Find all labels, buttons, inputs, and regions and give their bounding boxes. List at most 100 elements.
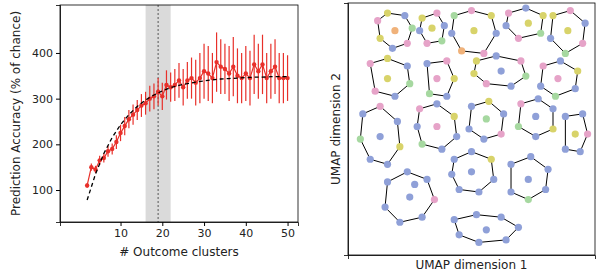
- marker: [223, 67, 227, 71]
- cluster: [357, 103, 404, 168]
- point: [384, 178, 391, 185]
- point: [483, 226, 490, 233]
- cluster-hull: [370, 58, 410, 96]
- marker: [252, 62, 256, 66]
- figure: 1020304050100200300400# Outcome clusters…: [0, 0, 600, 275]
- point: [411, 181, 418, 188]
- point: [562, 146, 569, 153]
- cluster: [374, 9, 416, 51]
- point: [458, 47, 465, 54]
- point: [535, 95, 542, 102]
- point: [488, 156, 495, 163]
- shaded-range: [146, 5, 171, 222]
- point: [372, 88, 379, 95]
- marker: [219, 64, 223, 68]
- point: [540, 62, 547, 69]
- point: [451, 156, 458, 163]
- point: [498, 214, 505, 221]
- point: [547, 35, 554, 42]
- marker: [127, 117, 131, 121]
- marker: [114, 140, 118, 144]
- tick: 50: [281, 222, 295, 240]
- marker: [189, 76, 193, 80]
- point: [451, 113, 458, 120]
- point: [389, 45, 396, 52]
- point: [493, 30, 500, 37]
- cluster: [451, 211, 522, 246]
- marker: [244, 71, 248, 75]
- point: [404, 168, 411, 175]
- point: [433, 100, 440, 107]
- point: [419, 214, 426, 221]
- series: [87, 77, 287, 200]
- point: [549, 12, 556, 19]
- marker: [160, 94, 164, 98]
- point: [357, 135, 364, 142]
- point: [423, 176, 430, 183]
- point: [391, 27, 398, 34]
- plot-frame: [348, 3, 595, 255]
- plot-frame: [60, 5, 298, 222]
- point: [377, 35, 384, 42]
- point: [377, 133, 384, 140]
- tick: 40: [239, 222, 253, 240]
- point: [448, 171, 455, 178]
- marker: [106, 149, 110, 153]
- point: [574, 67, 581, 74]
- cluster: [414, 100, 461, 153]
- point: [579, 110, 586, 117]
- point: [451, 12, 458, 19]
- marker: [123, 124, 127, 128]
- marker: [85, 183, 89, 187]
- tick-mark: [246, 222, 247, 226]
- point: [384, 9, 391, 16]
- tick-label: 200: [32, 138, 53, 151]
- point: [532, 133, 539, 140]
- marker: [131, 112, 135, 116]
- point: [384, 55, 391, 62]
- point: [396, 143, 403, 150]
- point: [500, 110, 507, 117]
- tick-label: 10: [114, 227, 128, 240]
- tick-mark: [56, 144, 60, 145]
- point: [572, 130, 579, 137]
- point: [525, 176, 532, 183]
- point: [515, 35, 522, 42]
- point: [453, 133, 460, 140]
- point: [433, 75, 440, 82]
- point: [468, 148, 475, 155]
- point: [394, 118, 401, 125]
- point: [374, 17, 381, 24]
- point: [562, 50, 569, 57]
- point: [416, 105, 423, 112]
- point: [404, 40, 411, 47]
- cluster-hull: [417, 104, 457, 149]
- point: [498, 130, 505, 137]
- point: [451, 75, 458, 82]
- point: [507, 83, 514, 90]
- point: [517, 57, 524, 64]
- point: [367, 156, 374, 163]
- cluster: [448, 148, 497, 196]
- point: [562, 113, 569, 120]
- point: [480, 135, 487, 142]
- tick-mark: [162, 222, 163, 226]
- marker: [227, 71, 231, 75]
- marker: [118, 131, 122, 135]
- point: [473, 211, 480, 218]
- marker: [185, 78, 189, 82]
- tick-mark: [56, 53, 60, 54]
- point: [549, 125, 556, 132]
- marker: [214, 60, 218, 64]
- point: [431, 196, 438, 203]
- tick-label: 20: [156, 227, 170, 240]
- point: [542, 186, 549, 193]
- tick: 30: [198, 222, 212, 240]
- cluster: [367, 55, 414, 100]
- marker: [202, 69, 206, 73]
- series: [85, 32, 290, 187]
- cluster-hull: [474, 56, 526, 86]
- tick-label: 50: [281, 227, 295, 240]
- marker: [273, 64, 277, 68]
- tick-mark: [56, 99, 60, 100]
